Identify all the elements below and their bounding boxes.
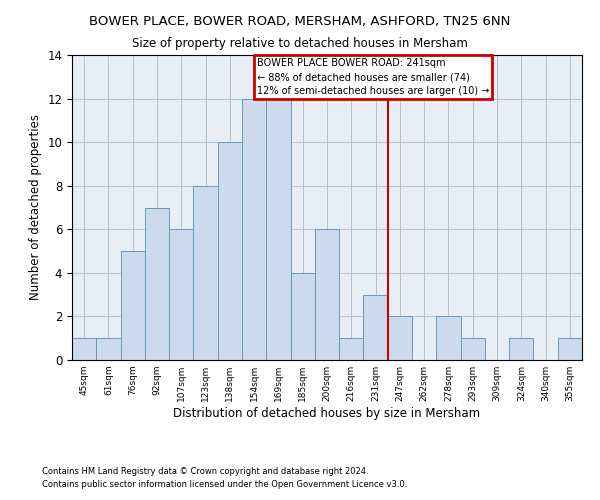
Bar [218,142,242,360]
Bar [169,230,193,360]
Bar [436,316,461,360]
Bar [193,186,218,360]
Text: Contains HM Land Registry data © Crown copyright and database right 2024.
Contai: Contains HM Land Registry data © Crown c… [42,468,407,489]
Text: BOWER PLACE, BOWER ROAD, MERSHAM, ASHFORD, TN25 6NN: BOWER PLACE, BOWER ROAD, MERSHAM, ASHFOR… [89,15,511,28]
Bar [145,208,169,360]
Bar [121,251,145,360]
Bar [96,338,121,360]
Text: Size of property relative to detached houses in Mersham: Size of property relative to detached ho… [132,38,468,51]
Bar [290,273,315,360]
Bar [461,338,485,360]
Bar [72,338,96,360]
Bar [339,338,364,360]
Bar [242,98,266,360]
Bar [266,98,290,360]
Bar [509,338,533,360]
Bar [388,316,412,360]
Text: BOWER PLACE BOWER ROAD: 241sqm
← 88% of detached houses are smaller (74)
12% of : BOWER PLACE BOWER ROAD: 241sqm ← 88% of … [257,58,489,96]
Bar [364,294,388,360]
Bar [315,230,339,360]
X-axis label: Distribution of detached houses by size in Mersham: Distribution of detached houses by size … [173,407,481,420]
Bar [558,338,582,360]
Y-axis label: Number of detached properties: Number of detached properties [29,114,42,300]
